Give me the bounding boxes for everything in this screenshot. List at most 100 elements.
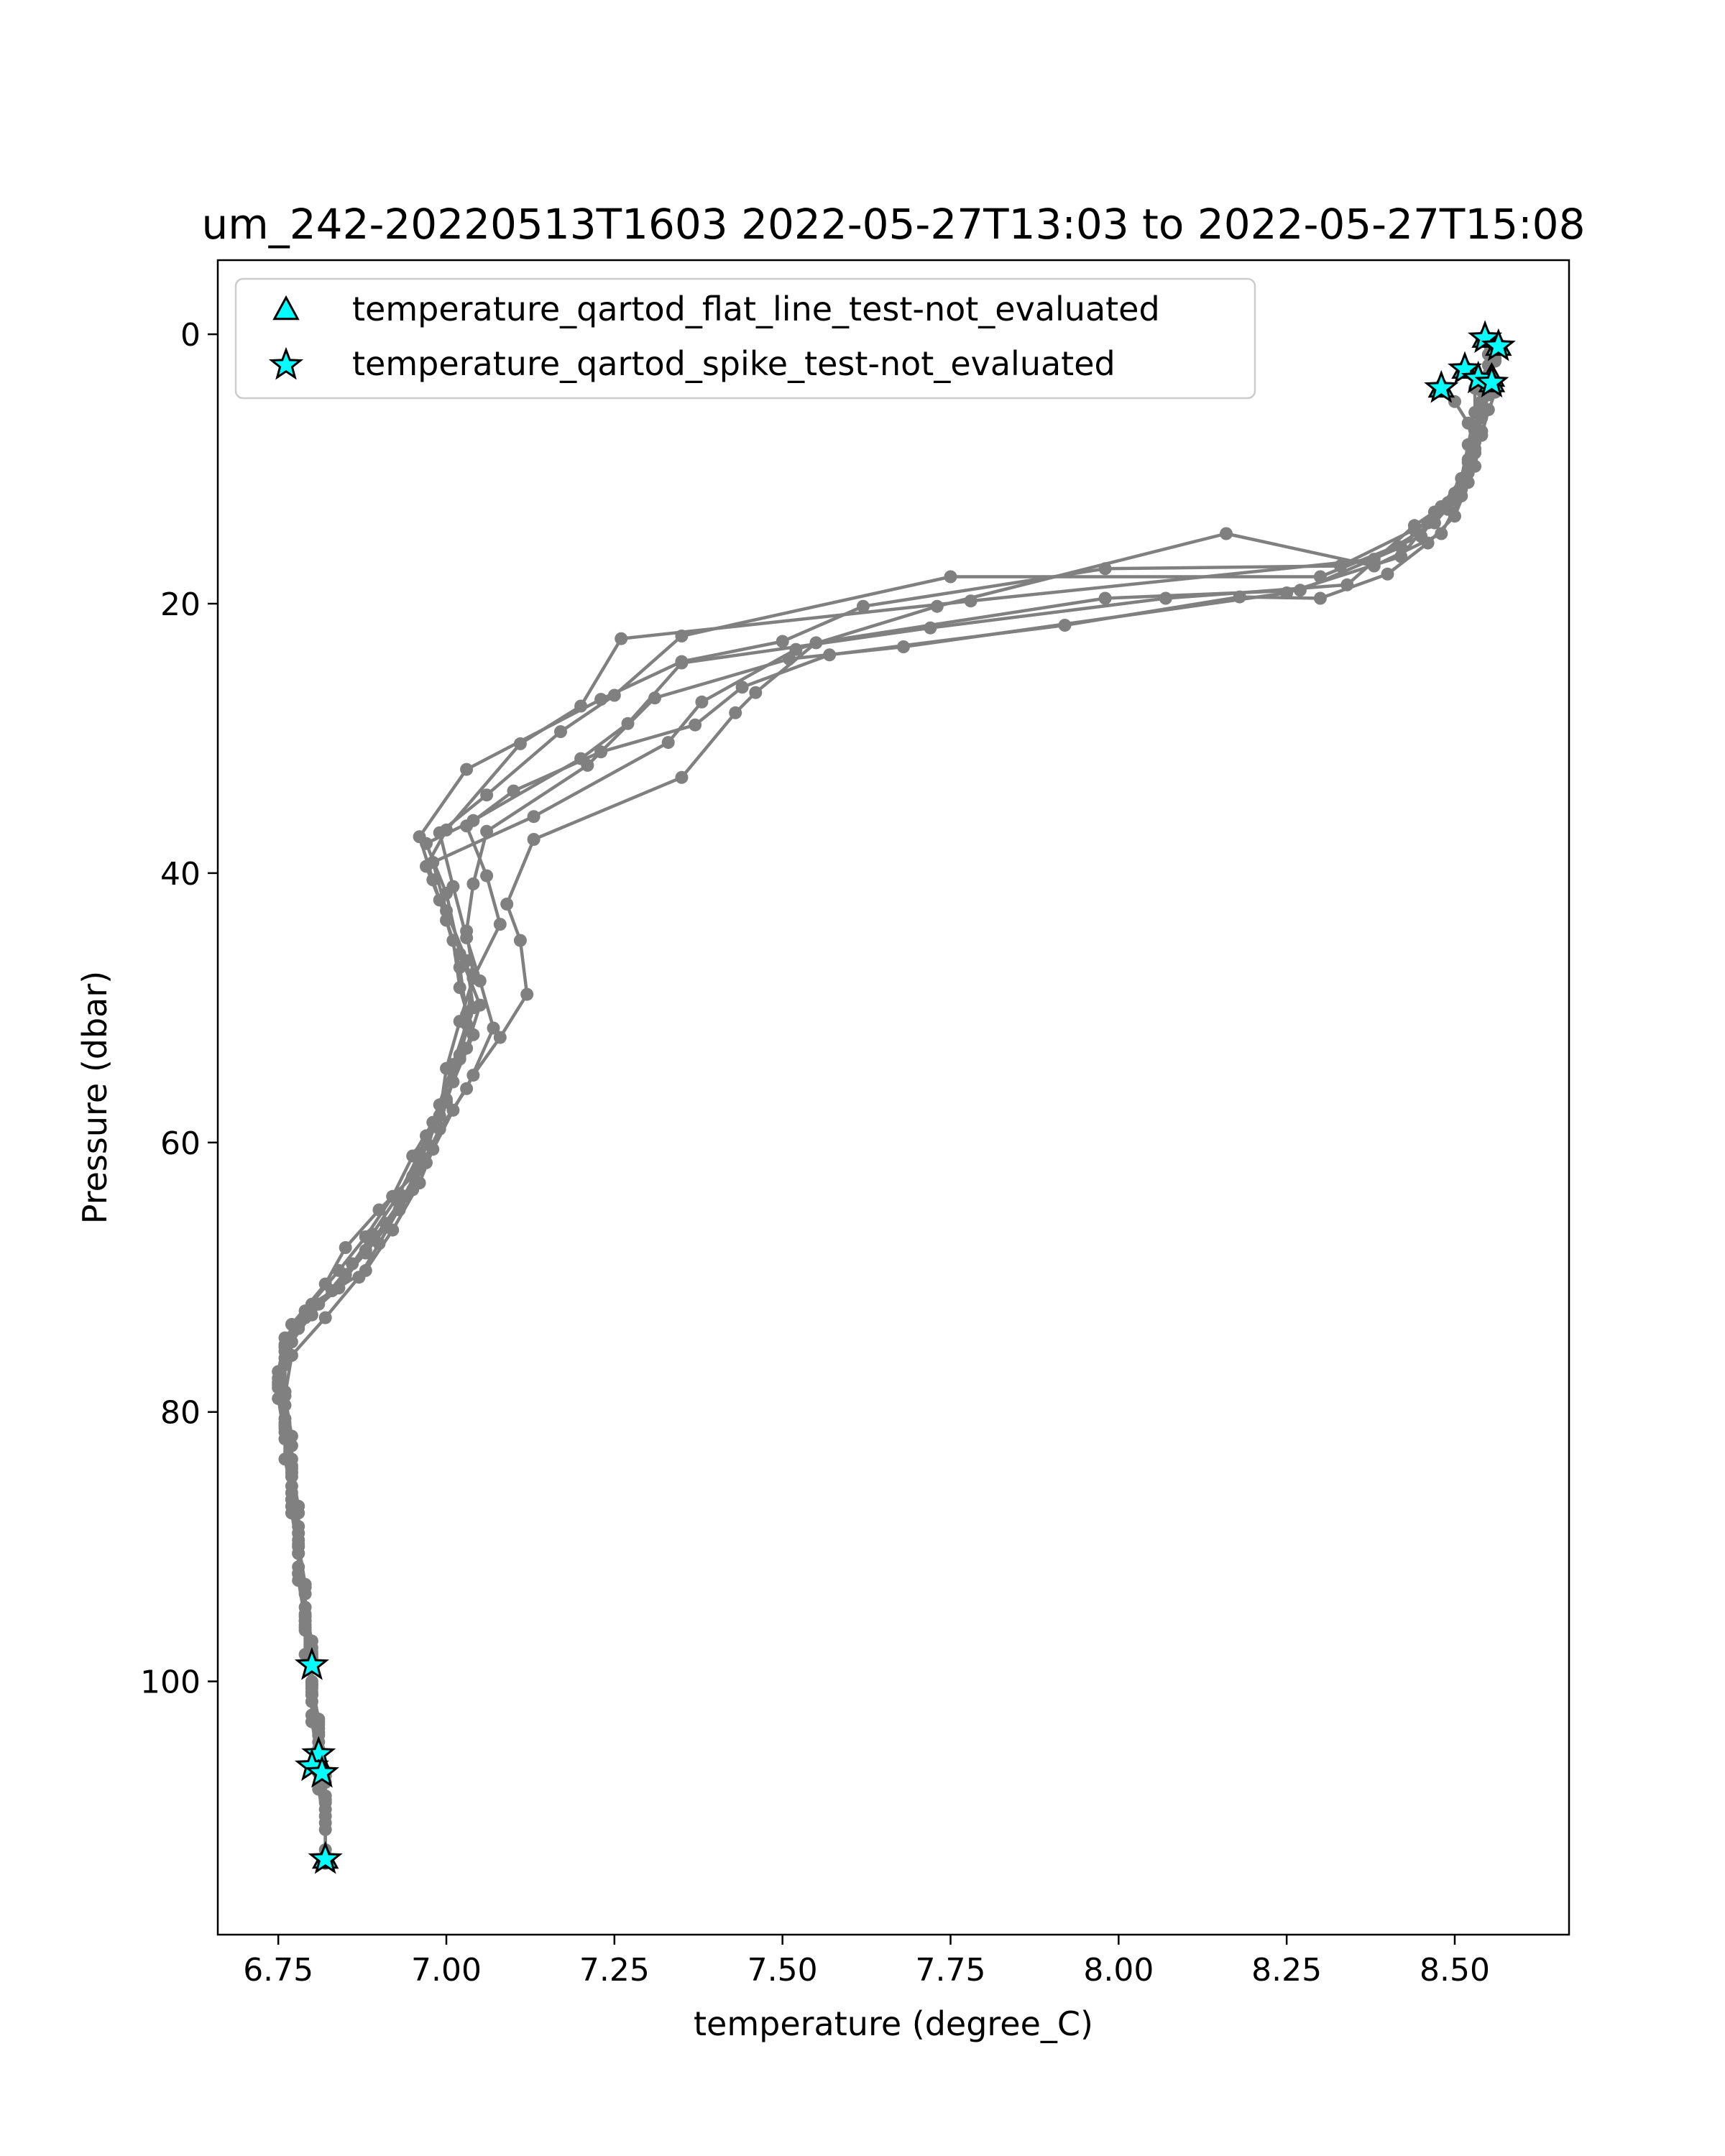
profile-8-point <box>278 1422 292 1435</box>
profile-8-point <box>433 1098 446 1112</box>
profile-7-point <box>648 691 661 705</box>
profile-5-point <box>1394 540 1408 554</box>
profile-8-point <box>305 1308 318 1322</box>
legend-marker-triangle <box>272 295 300 321</box>
profile-8-point <box>298 1614 312 1628</box>
profile-4-point <box>1313 591 1327 605</box>
profile-5-point <box>352 1271 366 1284</box>
y-tick-label: 100 <box>140 1664 201 1701</box>
legend-box <box>234 277 1256 400</box>
x-axis-label: temperature (degree_C) <box>694 2004 1093 2043</box>
profile-1-point <box>1334 559 1347 573</box>
x-tick-label: 7.00 <box>411 1952 482 1989</box>
y-tick-label: 40 <box>160 856 201 893</box>
profile-6-point <box>1441 496 1455 510</box>
profile-8-point <box>1435 527 1448 540</box>
profile-5-point <box>446 1103 460 1117</box>
profile-6-point <box>420 1135 433 1149</box>
profile-7-point <box>581 758 594 772</box>
profile-5-point <box>1468 442 1482 456</box>
profile-5-point <box>500 898 514 911</box>
profile-2-point <box>513 737 527 750</box>
profile-4-point <box>493 918 507 931</box>
spike-flag-marker <box>1481 328 1516 361</box>
profile-6-point <box>1481 403 1495 417</box>
x-tick-label: 8.00 <box>1083 1952 1154 1989</box>
profile-2-point <box>615 632 628 645</box>
y-tick-label: 60 <box>160 1125 201 1162</box>
profile-8-point <box>1367 559 1381 573</box>
profile-5-point <box>729 706 742 719</box>
y-tick-label: 0 <box>180 317 201 354</box>
profile-5-point <box>1293 584 1307 597</box>
spike-flag-marker <box>294 1646 329 1680</box>
profile-7-point <box>1421 516 1435 530</box>
profile-4-point <box>292 1322 305 1335</box>
profile-8-point <box>298 1577 312 1591</box>
profile-5-point <box>420 1156 433 1169</box>
profile-7-point <box>446 1058 460 1072</box>
spike-flag-marker <box>1474 364 1509 398</box>
profile-8-point <box>453 1049 466 1061</box>
profile-8-point <box>930 599 944 613</box>
x-tick-label: 8.50 <box>1420 1952 1490 1989</box>
profile-7-point <box>460 1017 474 1031</box>
profile-8-point <box>312 1718 326 1731</box>
profile-6-point <box>466 814 480 827</box>
profile-8-point <box>278 1338 292 1351</box>
profile-6-point <box>346 1257 359 1271</box>
plot-area <box>272 320 1516 1874</box>
profile-8-point <box>661 736 675 750</box>
profile-8-point <box>466 1001 480 1015</box>
profile-8-point <box>285 1466 298 1479</box>
profile-4-point <box>735 681 749 694</box>
profile-8-point <box>366 1227 380 1241</box>
legend-label-spike: temperature_qartod_spike_test-not_evalua… <box>352 344 1116 383</box>
profile-6-point <box>1159 591 1172 605</box>
profile-4-point <box>689 718 702 732</box>
y-axis-label: Pressure (dbar) <box>75 971 114 1224</box>
profile-3-point <box>607 688 621 702</box>
profile-4-point <box>278 1358 292 1372</box>
profile-8-point <box>527 810 540 824</box>
profile-1-point <box>1098 562 1112 576</box>
profile-7-point <box>897 640 910 653</box>
x-tick-label: 7.75 <box>916 1952 986 1989</box>
profile-4-point <box>1448 510 1461 523</box>
profile-5-point <box>372 1237 386 1250</box>
spike-flag-marker <box>308 1841 343 1874</box>
profile-4-point <box>1058 619 1072 632</box>
profile-8-point <box>789 642 803 656</box>
profile-2-point <box>372 1203 386 1217</box>
profile-6-point <box>379 1217 392 1230</box>
profile-8-point <box>440 904 453 918</box>
profile-6-point <box>292 1526 305 1540</box>
chart-title: um_242-20220513T1603 2022-05-27T13:03 to… <box>202 200 1586 249</box>
profile-8-point <box>1455 489 1468 502</box>
profile-4-point <box>480 869 494 883</box>
spike-flag-marker <box>304 1754 339 1788</box>
profile-4-point <box>318 1802 332 1816</box>
profile-5-point <box>749 686 763 699</box>
profile-5-point <box>527 833 540 846</box>
profile-3-point <box>460 1082 474 1095</box>
legend-triangle-marker <box>272 295 300 321</box>
profile-6-point <box>440 887 453 900</box>
profile-8-point <box>339 1268 352 1281</box>
profile-6-point <box>621 717 635 730</box>
profile-2-point <box>466 1028 480 1041</box>
axes-frame <box>216 259 1570 1936</box>
x-tick-label: 8.25 <box>1251 1952 1322 1989</box>
profile-3-point <box>480 788 494 802</box>
profile-3-point <box>675 630 689 642</box>
profile-6-point <box>1340 578 1354 591</box>
profile-5-point <box>513 934 527 947</box>
x-axis: 6.75 7.00 7.25 7.50 7.75 8.00 8.25 8.50 <box>243 1935 1490 1989</box>
profile-7-point <box>460 924 474 938</box>
profile-8-point <box>272 1381 285 1394</box>
profile-4-point <box>392 1203 406 1217</box>
x-tick-label: 7.50 <box>748 1952 818 1989</box>
legend-label-flat-line: temperature_qartod_flat_line_test-not_ev… <box>352 290 1160 328</box>
profile-4-point <box>823 648 837 662</box>
profile-4-point <box>1381 567 1394 581</box>
